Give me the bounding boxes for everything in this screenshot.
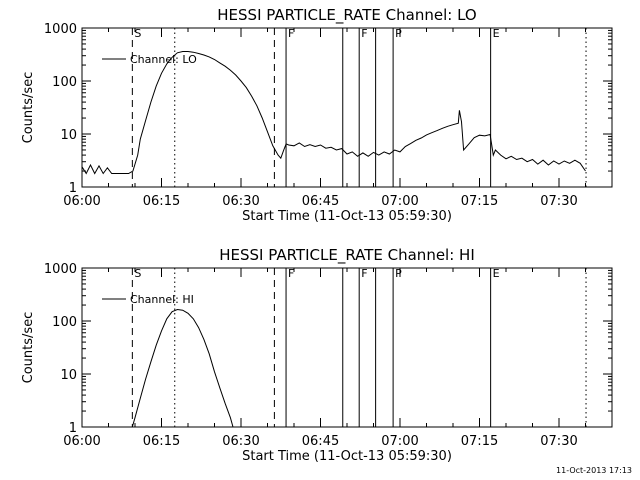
y-tick-label: 10: [60, 128, 77, 143]
event-marker-label: E: [493, 267, 500, 280]
x-tick-label: 06:15: [143, 434, 180, 449]
series-line: [131, 308, 234, 428]
x-axis-label: Start Time (11-Oct-13 05:59:30): [242, 209, 452, 224]
event-marker-label: S: [134, 267, 141, 280]
y-tick-label: 100: [52, 75, 77, 90]
event-marker-label: F: [361, 267, 367, 280]
x-tick-label: 06:30: [222, 434, 259, 449]
y-tick-label: 1000: [44, 22, 77, 37]
chart-panel-2: HESSI PARTICLE_RATE Channel: HI 06:00 06:1…: [21, 246, 613, 464]
plot-frame: [81, 267, 613, 428]
y-tick-label: 1: [69, 181, 77, 196]
event-marker-label: F: [288, 267, 294, 280]
event-marker-label: P: [395, 27, 402, 40]
x-tick-label: 06:45: [302, 434, 339, 449]
legend-label: Channel: HI: [130, 293, 194, 306]
event-marker-label: F: [361, 27, 367, 40]
y-tick-label: 1: [69, 421, 77, 436]
x-tick-label: 07:15: [461, 194, 498, 209]
x-tick-label: 06:45: [302, 194, 339, 209]
x-tick-label: 07:00: [381, 194, 418, 209]
y-axis-label: Counts/sec: [21, 72, 36, 144]
x-tick-label: 06:15: [143, 194, 180, 209]
chart-panel-1: HESSI PARTICLE_RATE Channel: LO 06:00 06:1…: [21, 6, 613, 224]
event-marker-label: F: [288, 27, 294, 40]
chart-title: HESSI PARTICLE_RATE Channel: LO: [217, 6, 476, 25]
plot-timestamp: 11-Oct-2013 17:13: [556, 466, 632, 475]
chart-title: HESSI PARTICLE_RATE Channel: HI: [219, 246, 475, 265]
plot-frame: [81, 27, 613, 188]
x-tick-label: 07:30: [540, 434, 577, 449]
series-line: [81, 51, 586, 175]
x-axis-label: Start Time (11-Oct-13 05:59:30): [242, 449, 452, 464]
event-marker-label: S: [134, 27, 141, 40]
y-tick-label: 1000: [44, 262, 77, 277]
event-marker-label: E: [493, 27, 500, 40]
y-tick-label: 10: [60, 368, 77, 383]
x-tick-label: 06:30: [222, 194, 259, 209]
event-marker-label: P: [395, 267, 402, 280]
y-tick-label: 100: [52, 315, 77, 330]
y-axis-label: Counts/sec: [21, 312, 36, 384]
x-tick-label: 07:00: [381, 434, 418, 449]
x-tick-label: 06:00: [63, 434, 100, 449]
x-tick-label: 07:30: [540, 194, 577, 209]
x-tick-label: 07:15: [461, 434, 498, 449]
x-tick-label: 06:00: [63, 194, 100, 209]
legend-label: Channel: LO: [130, 53, 197, 66]
